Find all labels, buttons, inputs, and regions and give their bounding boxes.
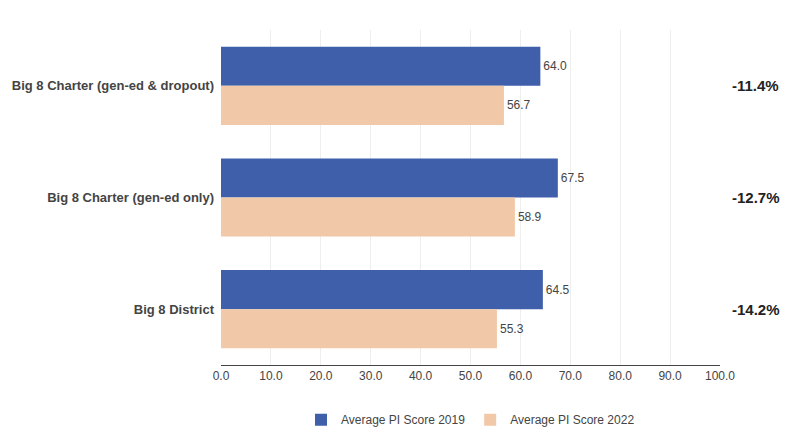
svg-text:Big 8 Charter (gen-ed & dropou: Big 8 Charter (gen-ed & dropout) <box>12 78 214 93</box>
svg-text:70.0: 70.0 <box>559 369 583 383</box>
svg-text:-11.4%: -11.4% <box>732 77 779 94</box>
svg-text:Average PI Score 2019: Average PI Score 2019 <box>341 413 465 427</box>
svg-text:64.5: 64.5 <box>546 283 570 297</box>
svg-text:55.3: 55.3 <box>500 322 524 336</box>
svg-text:-14.2%: -14.2% <box>732 301 780 318</box>
svg-text:56.7: 56.7 <box>507 98 531 112</box>
svg-text:90.0: 90.0 <box>658 369 682 383</box>
svg-text:100.0: 100.0 <box>705 369 735 383</box>
svg-text:50.0: 50.0 <box>459 369 483 383</box>
svg-text:Big 8 Charter (gen-ed only): Big 8 Charter (gen-ed only) <box>47 190 214 205</box>
svg-text:20.0: 20.0 <box>309 369 333 383</box>
svg-text:80.0: 80.0 <box>609 369 633 383</box>
svg-text:30.0: 30.0 <box>359 369 383 383</box>
svg-text:60.0: 60.0 <box>509 369 533 383</box>
svg-text:Average PI Score 2022: Average PI Score 2022 <box>510 413 634 427</box>
svg-text:10.0: 10.0 <box>259 369 283 383</box>
svg-text:-12.7%: -12.7% <box>732 189 780 206</box>
svg-text:67.5: 67.5 <box>561 171 585 185</box>
svg-text:0.0: 0.0 <box>213 369 230 383</box>
svg-text:Big 8 District: Big 8 District <box>134 302 215 317</box>
svg-text:58.9: 58.9 <box>518 210 542 224</box>
svg-text:40.0: 40.0 <box>409 369 433 383</box>
svg-text:64.0: 64.0 <box>543 59 567 73</box>
